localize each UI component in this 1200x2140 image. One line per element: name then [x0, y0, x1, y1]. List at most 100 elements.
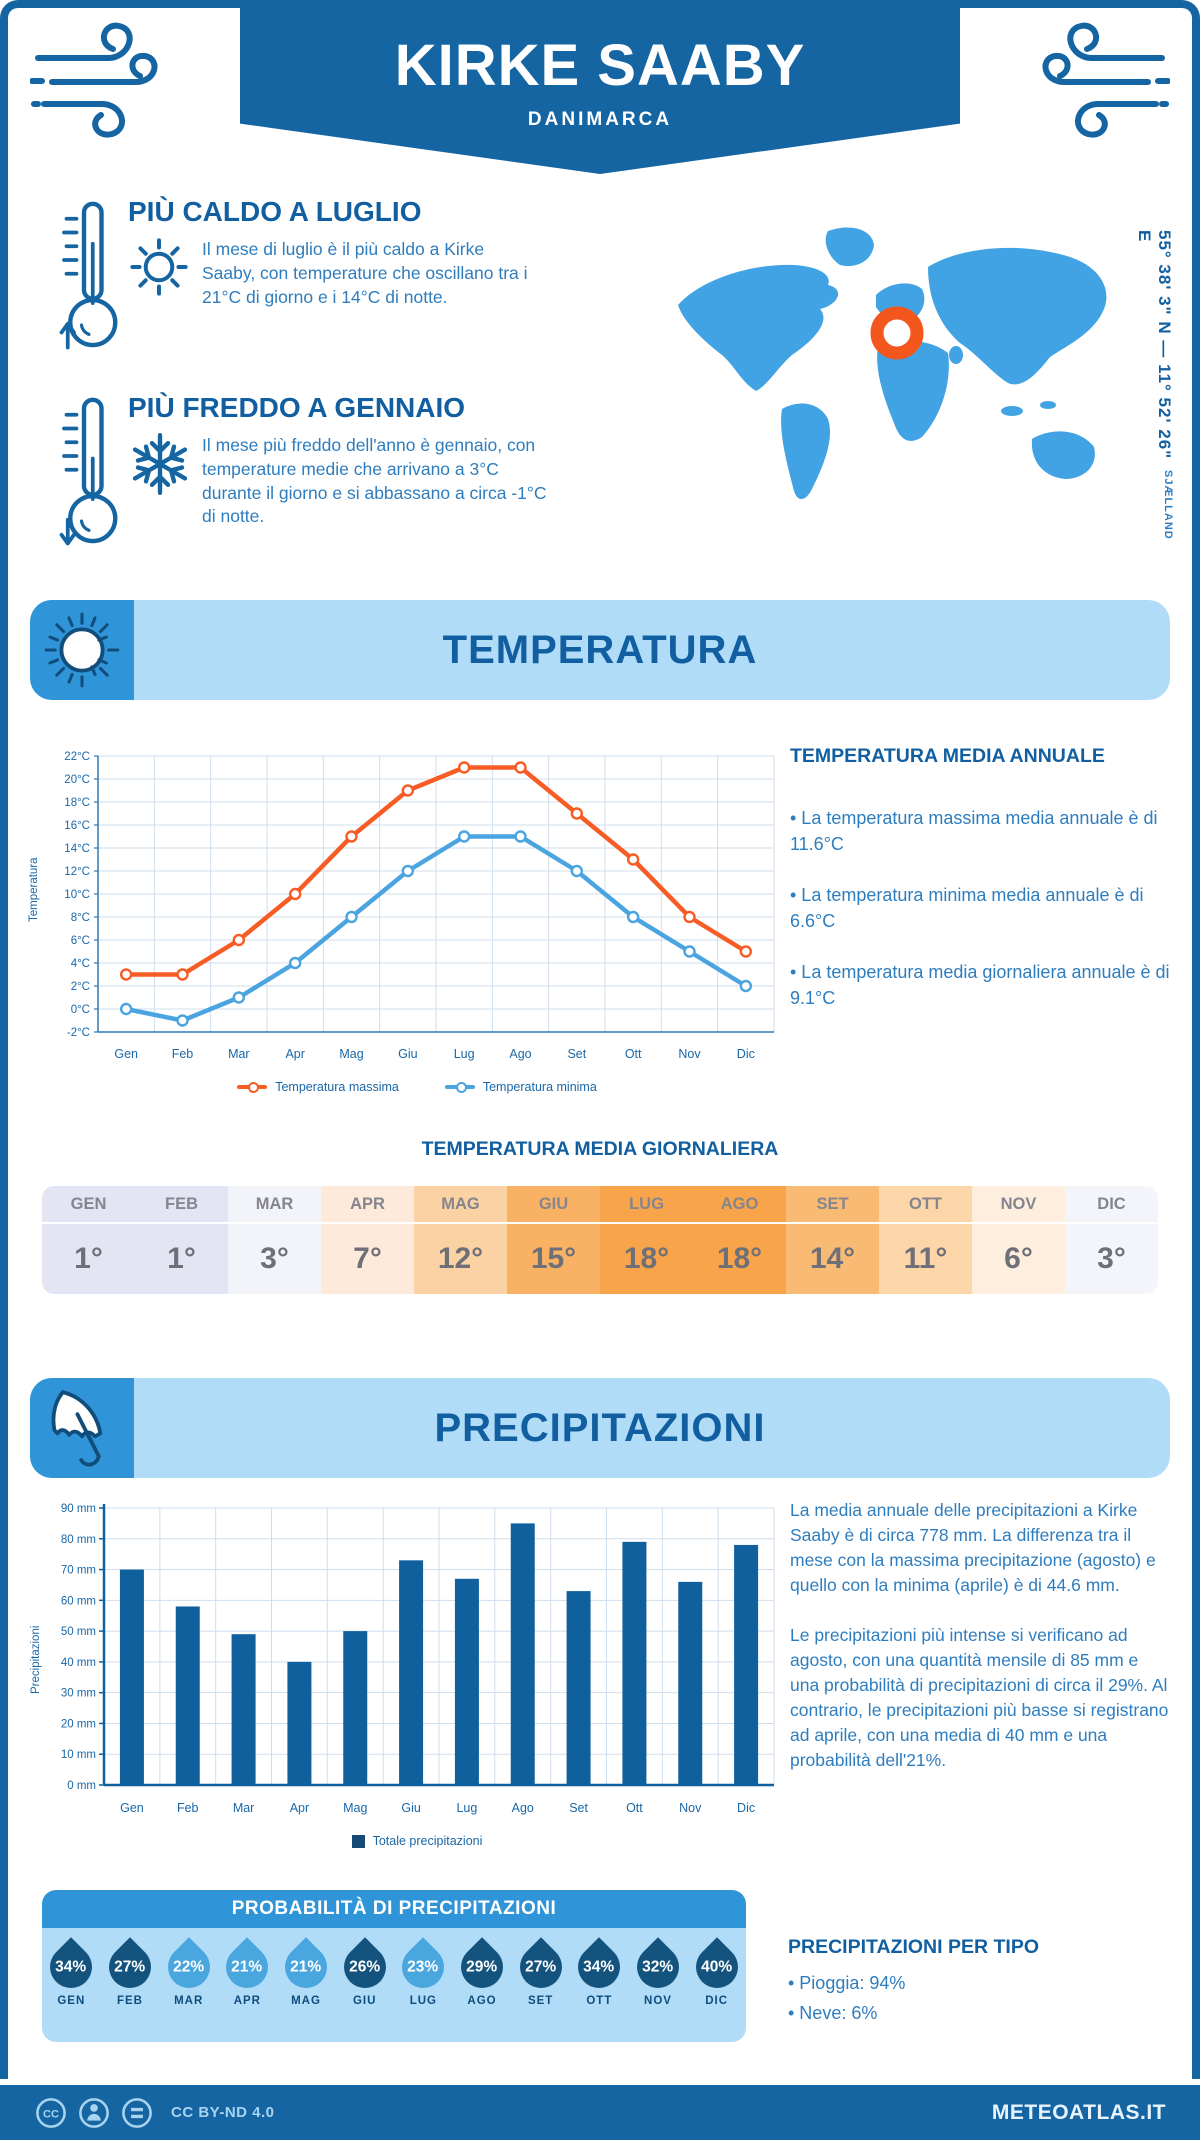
temperature-section-title: TEMPERATURA: [442, 628, 758, 672]
svg-text:18°C: 18°C: [64, 797, 90, 809]
table-temperature-value: 14°: [786, 1224, 879, 1294]
table-month-header: APR: [321, 1186, 414, 1224]
svg-text:Feb: Feb: [177, 1801, 199, 1815]
table-temperature-value: 3°: [228, 1224, 321, 1294]
svg-text:Giu: Giu: [398, 1047, 418, 1061]
bar-Ago: [510, 1523, 535, 1785]
raindrop-icon: 32%: [628, 1937, 688, 1997]
bar-Feb: [175, 1606, 200, 1785]
raindrop-icon: 34%: [41, 1937, 102, 1997]
svg-text:6°C: 6°C: [71, 935, 90, 947]
table-month-header: DIC: [1065, 1186, 1158, 1224]
snowflake-icon: [128, 432, 192, 501]
precipitation-y-axis-label: Precipitazioni: [30, 1625, 42, 1695]
bar-Gen: [119, 1569, 144, 1785]
probability-month-label: FEB: [116, 1995, 143, 2007]
bar-Ott: [622, 1541, 647, 1785]
table-month-header: GEN: [42, 1186, 135, 1224]
table-month-header: LUG: [600, 1186, 693, 1224]
probability-column: 34% OTT: [569, 1937, 630, 2007]
annual-bullet: • La temperatura minima media annuale è …: [790, 885, 1144, 931]
precipitation-section-banner: PRECIPITAZIONI: [30, 1378, 1170, 1478]
svg-text:70 mm: 70 mm: [61, 1565, 96, 1577]
temperature-y-axis-label: Temperatura: [28, 857, 40, 923]
table-temperature-value: 6°: [972, 1224, 1065, 1294]
temperature-chart: -2°C 0°C 2°C 4°C 6°C 8°C 10°C 12°C 14°C 16°C 18°C 2…: [52, 742, 782, 1079]
bar-Mar: [231, 1634, 256, 1785]
sun-icon: [128, 236, 190, 303]
svg-text:60 mm: 60 mm: [61, 1595, 96, 1607]
svg-text:12°C: 12°C: [64, 866, 90, 878]
header-banner: KIRKE SAABY DANIMARCA: [240, 6, 960, 174]
svg-text:-2°C: -2°C: [67, 1027, 90, 1039]
svg-text:8°C: 8°C: [71, 912, 90, 924]
precipitation-probability-title: PROBABILITÀ DI PRECIPITAZIONI: [42, 1890, 746, 1928]
thermometer-up-icon: [50, 200, 128, 355]
probability-month-label: AGO: [467, 1995, 497, 2007]
site-link[interactable]: METEOATLAS.IT: [991, 2100, 1166, 2124]
raindrop-icon: 27%: [510, 1937, 571, 1997]
umbrella-banner-icon: [30, 1378, 134, 1478]
legend-item: Temperatura massima: [237, 1080, 399, 1094]
probability-month-label: SET: [527, 1995, 554, 2007]
raindrop-icon: 23%: [393, 1937, 454, 1997]
table-month-header: NOV: [972, 1186, 1065, 1224]
svg-text:Ott: Ott: [626, 1801, 643, 1815]
warmest-month-text: Il mese di luglio è il più caldo a Kirke…: [202, 239, 528, 307]
region-label: SJÆLLAND: [1162, 470, 1174, 540]
page-subtitle: DANIMARCA: [527, 109, 673, 130]
cc-nd-icon: [122, 2097, 152, 2128]
precipitation-paragraph: Le precipitazioni più intense si verific…: [790, 1625, 1169, 1770]
raindrop-icon: 40%: [686, 1937, 747, 1997]
cc-license-group[interactable]: CC CC BY-ND 4.0: [34, 2096, 275, 2130]
page-title: KIRKE SAABY: [394, 33, 806, 98]
svg-text:16°C: 16°C: [64, 820, 90, 832]
table-temperature-value: 1°: [42, 1224, 135, 1294]
probability-column: 40% DIC: [686, 1937, 747, 2007]
svg-text:Giu: Giu: [401, 1801, 421, 1815]
precipitation-section-title: PRECIPITAZIONI: [434, 1406, 766, 1450]
probability-month-label: NOV: [644, 1995, 672, 2007]
table-temperature-value: 11°: [879, 1224, 972, 1294]
probability-column: 32% NOV: [628, 1937, 688, 2007]
probability-column: 22% MAR: [158, 1937, 219, 2007]
svg-text:Gen: Gen: [114, 1047, 138, 1061]
svg-text:CC: CC: [43, 2108, 59, 2120]
warmest-month-title: PIÙ CALDO A LUGLIO: [128, 196, 422, 227]
probability-month-label: MAG: [291, 1995, 321, 2007]
svg-text:20°C: 20°C: [64, 774, 90, 786]
thermometer-down-icon: [50, 396, 128, 551]
probability-month-label: GIU: [352, 1995, 377, 2007]
probability-column: 21% MAG: [276, 1937, 336, 2007]
sun-banner-icon: [30, 600, 134, 700]
svg-text:Mar: Mar: [233, 1801, 255, 1815]
precipitation-per-type-title: PRECIPITAZIONI PER TIPO: [788, 1936, 1039, 1958]
cc-icon: CC: [36, 2097, 66, 2128]
svg-text:40 mm: 40 mm: [61, 1657, 96, 1669]
table-month-header: MAG: [414, 1186, 507, 1224]
table-month-header: GIU: [507, 1186, 600, 1224]
cc-by-person-icon: [79, 2097, 109, 2128]
raindrop-icon: 34%: [569, 1937, 630, 1997]
precipitation-chart-legend: Totale precipitazioni: [52, 1834, 782, 1848]
svg-text:10°C: 10°C: [64, 889, 90, 901]
coldest-month-text: Il mese più freddo dell'anno è gennaio, …: [202, 435, 547, 527]
svg-text:Gen: Gen: [120, 1801, 144, 1815]
svg-text:30 mm: 30 mm: [61, 1688, 96, 1700]
svg-text:Nov: Nov: [678, 1047, 701, 1061]
raindrop-icon: 22%: [158, 1937, 219, 1997]
daily-temperature-table: GEN FEB MAR APR MAG GIU LUG AGO SET OTT NOV DIC 1° 1°…: [42, 1186, 1158, 1294]
precipitation-bar-svg: 0 mm 10 mm 20 mm 30 mm 40 mm 50 mm 60 mm 70 mm 8…: [61, 1503, 775, 1815]
coldest-month-title: PIÙ FREDDO A GENNAIO: [128, 392, 466, 423]
per-type-bullet: • Pioggia: 94%: [788, 1973, 906, 1993]
raindrop-icon: 27%: [100, 1937, 160, 1997]
table-temperature-value: 12°: [414, 1224, 507, 1294]
raindrop-icon: 29%: [452, 1937, 512, 1997]
probability-month-label: APR: [233, 1995, 261, 2007]
legend-item: Totale precipitazioni: [351, 1834, 482, 1848]
svg-text:Apr: Apr: [285, 1047, 304, 1061]
annual-bullet: • La temperatura media giornaliera annua…: [790, 962, 1170, 1008]
probability-month-label: OTT: [586, 1995, 613, 2007]
legend-item: Temperatura minima: [444, 1080, 597, 1094]
